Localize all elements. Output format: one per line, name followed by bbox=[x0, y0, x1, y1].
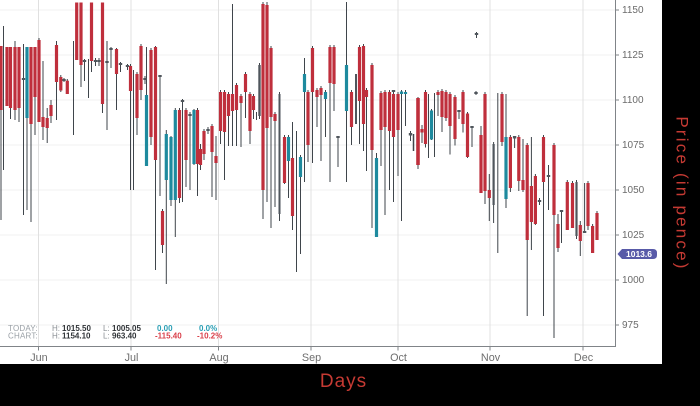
svg-text:1125: 1125 bbox=[622, 50, 644, 61]
svg-text:1154.10: 1154.10 bbox=[62, 332, 91, 341]
svg-text:Jul: Jul bbox=[125, 352, 139, 364]
svg-text:975: 975 bbox=[622, 320, 639, 331]
svg-text:1013.6: 1013.6 bbox=[626, 249, 652, 259]
svg-text:1025: 1025 bbox=[622, 230, 645, 241]
svg-text:CHART:: CHART: bbox=[8, 332, 38, 341]
svg-text:1000: 1000 bbox=[622, 275, 645, 286]
svg-text:Oct: Oct bbox=[390, 352, 407, 364]
svg-text:Sep: Sep bbox=[302, 352, 321, 364]
svg-text:H:: H: bbox=[52, 324, 60, 333]
svg-text:Days: Days bbox=[320, 371, 367, 392]
svg-text:H:: H: bbox=[52, 332, 60, 341]
svg-text:Nov: Nov bbox=[481, 352, 501, 364]
svg-text:1075: 1075 bbox=[622, 140, 645, 151]
svg-text:-115.40: -115.40 bbox=[155, 332, 182, 341]
svg-text:0.0%: 0.0% bbox=[199, 324, 217, 333]
svg-text:1100: 1100 bbox=[622, 95, 644, 106]
svg-text:Price (in pence): Price (in pence) bbox=[673, 116, 692, 270]
svg-text:Dec: Dec bbox=[574, 352, 594, 364]
svg-text:1150: 1150 bbox=[622, 5, 644, 16]
svg-text:TODAY:: TODAY: bbox=[8, 324, 38, 333]
svg-text:L:: L: bbox=[103, 324, 110, 333]
svg-text:0.00: 0.00 bbox=[157, 324, 173, 333]
svg-text:Aug: Aug bbox=[209, 352, 228, 364]
svg-text:Jun: Jun bbox=[30, 352, 47, 364]
svg-text:L:: L: bbox=[103, 332, 110, 341]
svg-text:963.40: 963.40 bbox=[112, 332, 137, 341]
svg-text:1005.05: 1005.05 bbox=[112, 324, 141, 333]
svg-text:-10.2%: -10.2% bbox=[197, 332, 222, 341]
svg-text:1050: 1050 bbox=[622, 185, 645, 196]
svg-text:1015.50: 1015.50 bbox=[62, 324, 91, 333]
